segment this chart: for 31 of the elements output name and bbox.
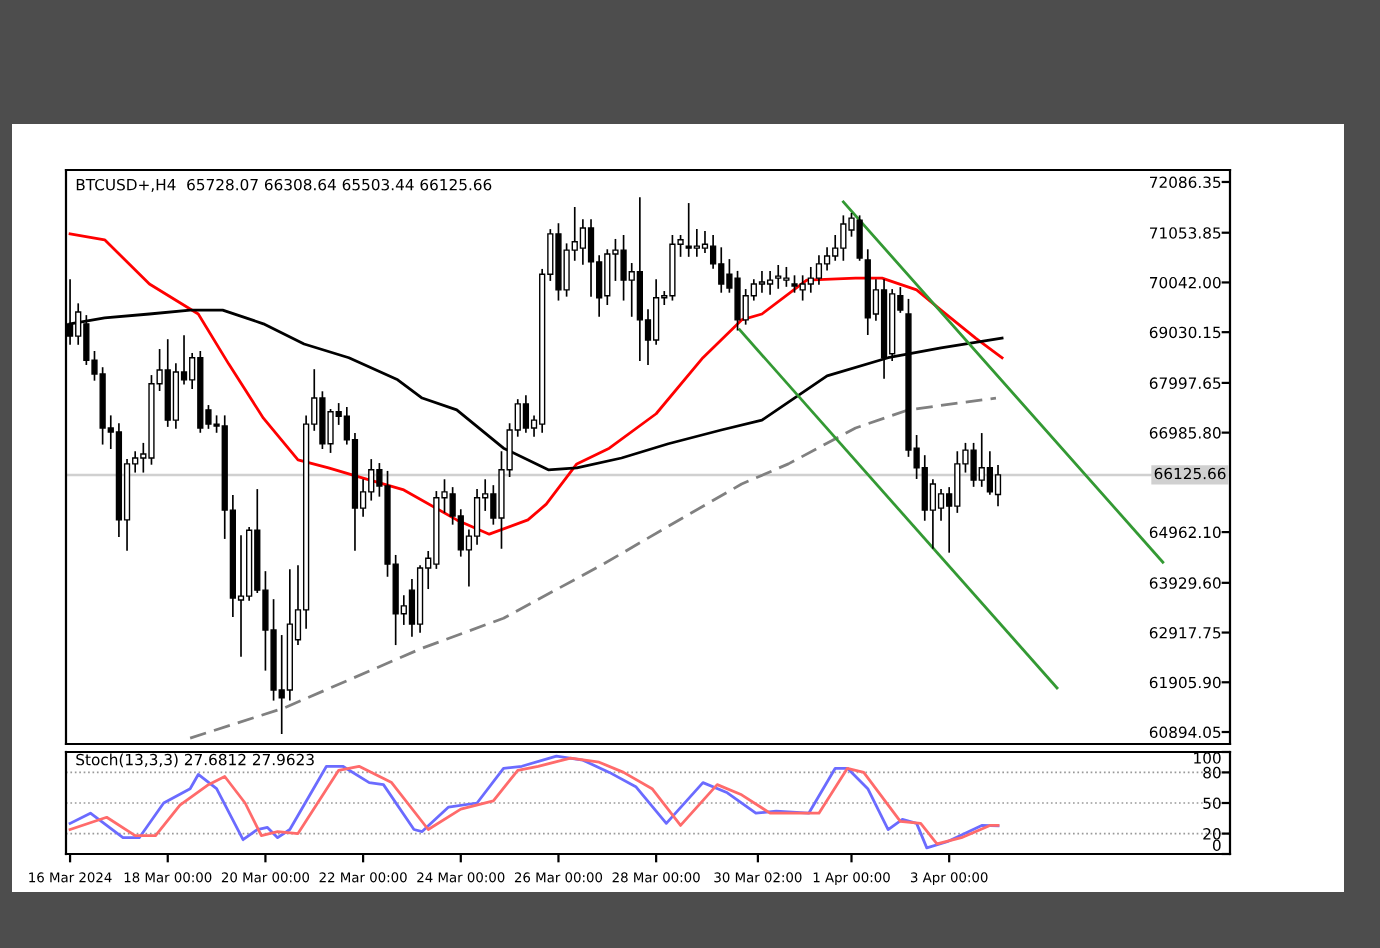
- candlestick: [758, 270, 766, 293]
- candlestick: [620, 235, 627, 301]
- candlestick: [775, 264, 782, 289]
- line-series: [188, 396, 998, 740]
- candlestick: [970, 442, 977, 487]
- candlestick: [856, 215, 863, 261]
- candlestick: [319, 391, 326, 449]
- candlestick: [978, 433, 985, 487]
- candlestick: [840, 215, 847, 261]
- candlestick: [807, 266, 814, 293]
- candlestick: [734, 270, 741, 331]
- candlestick: [522, 395, 530, 433]
- candlestick: [954, 451, 961, 513]
- candlestick: [986, 451, 994, 495]
- candlestick: [937, 489, 945, 521]
- candlestick: [473, 489, 481, 545]
- candlestick: [653, 279, 660, 345]
- candlestick: [587, 219, 595, 297]
- candlestick: [823, 247, 831, 271]
- candlestick: [368, 459, 375, 501]
- candlestick: [799, 275, 806, 301]
- candlestick: [994, 465, 1002, 507]
- candlestick: [766, 270, 774, 295]
- candlestick: [579, 219, 587, 265]
- candlestick: [604, 249, 611, 305]
- candlestick: [815, 255, 823, 285]
- candlestick: [718, 247, 725, 293]
- candlestick: [685, 203, 692, 257]
- candlestick: [921, 455, 928, 521]
- candlestick: [783, 266, 790, 287]
- candlestick: [693, 229, 700, 257]
